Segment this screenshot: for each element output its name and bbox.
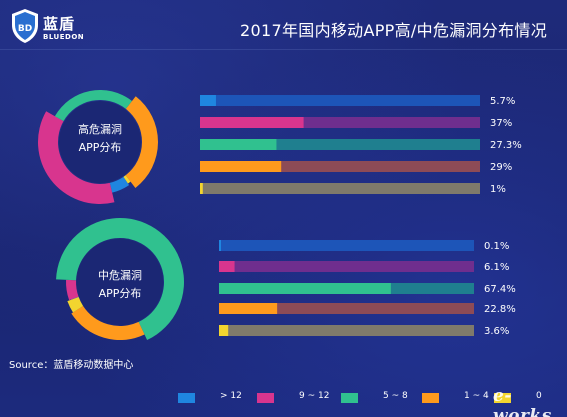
- bar: [219, 325, 229, 336]
- legend-label: > 12: [220, 391, 242, 401]
- bar: [200, 117, 304, 128]
- donut-label: APP分布: [79, 141, 122, 154]
- bar: [219, 240, 221, 251]
- logo-subtitle: BLUEDON: [43, 33, 85, 41]
- shield-logo-icon: BD: [12, 9, 38, 43]
- legend-label: 0: [536, 391, 542, 401]
- donut-slice: [109, 176, 130, 193]
- bar-track: [200, 139, 480, 150]
- logo-name: 蓝盾: [43, 15, 76, 33]
- bar: [200, 183, 203, 194]
- high-risk-chart: 高危漏洞 APP分布 5.7% 37% 27.3% 29% 1%: [38, 89, 522, 204]
- legend-swatch: [257, 393, 274, 403]
- bar-value-label: 22.8%: [484, 304, 516, 315]
- legend-swatch: [422, 393, 439, 403]
- donut-center: [77, 239, 163, 325]
- bar-value-label: 6.1%: [484, 262, 509, 273]
- bar: [200, 139, 277, 150]
- bar: [200, 161, 282, 172]
- donut-slice: [67, 297, 84, 313]
- header-divider: [0, 49, 567, 50]
- bar-value-label: 1%: [490, 184, 506, 195]
- bar-track: [200, 95, 480, 106]
- legend-label: 9 ~ 12: [299, 391, 330, 401]
- legend-swatch: [341, 393, 358, 403]
- donut-slice: [71, 305, 145, 341]
- page-title: 2017年国内移动APP高/中危漏洞分布情况: [240, 21, 547, 40]
- legend-label: 5 ~ 8: [383, 391, 408, 401]
- medium-risk-chart: 中危漏洞 APP分布 0.1% 6.1% 67.4% 22.8% 3.6%: [56, 218, 516, 341]
- bar-track: [200, 161, 480, 172]
- bar-value-label: 0.1%: [484, 241, 509, 252]
- svg-text:BD: BD: [18, 24, 32, 34]
- source-note: Source：蓝盾移动数据中心: [9, 360, 134, 371]
- bar: [219, 303, 278, 314]
- donut-label: APP分布: [99, 287, 142, 300]
- bar-value-label: 5.7%: [490, 96, 515, 107]
- bar-track: [219, 240, 474, 251]
- bar: [219, 283, 391, 294]
- donut-slice: [56, 218, 184, 340]
- legend-swatch: [178, 393, 195, 403]
- donut-slice: [38, 111, 115, 204]
- watermark-text: e-works: [493, 386, 552, 417]
- bar-value-label: 37%: [490, 118, 512, 129]
- donut-label: 高危漏洞: [78, 122, 122, 136]
- donut-label: 中危漏洞: [98, 269, 142, 282]
- bar-track: [219, 325, 474, 336]
- watermark-logo: e-works: [493, 381, 557, 417]
- legend: > 12 9 ~ 12 5 ~ 8 1 ~ 4 0: [178, 390, 567, 406]
- bar-value-label: 67.4%: [484, 284, 516, 295]
- legend-swatch: [494, 393, 511, 403]
- bar-track: [200, 117, 480, 128]
- bar: [219, 261, 235, 272]
- bar-track: [200, 183, 480, 194]
- bar-track: [219, 261, 474, 272]
- bluedon-logo: BD 蓝盾 BLUEDON: [10, 8, 130, 52]
- bar-value-label: 27.3%: [490, 140, 522, 151]
- donut-slice: [125, 96, 158, 188]
- donut-center: [59, 101, 141, 183]
- legend-label: 1 ~ 4: [464, 391, 489, 401]
- donut-slice: [123, 175, 131, 184]
- donut-slice: [66, 279, 79, 301]
- donut-slice: [54, 89, 133, 122]
- bar-value-label: 29%: [490, 162, 512, 173]
- bar-value-label: 3.6%: [484, 326, 509, 337]
- bar-track: [219, 303, 474, 314]
- bar: [200, 95, 216, 106]
